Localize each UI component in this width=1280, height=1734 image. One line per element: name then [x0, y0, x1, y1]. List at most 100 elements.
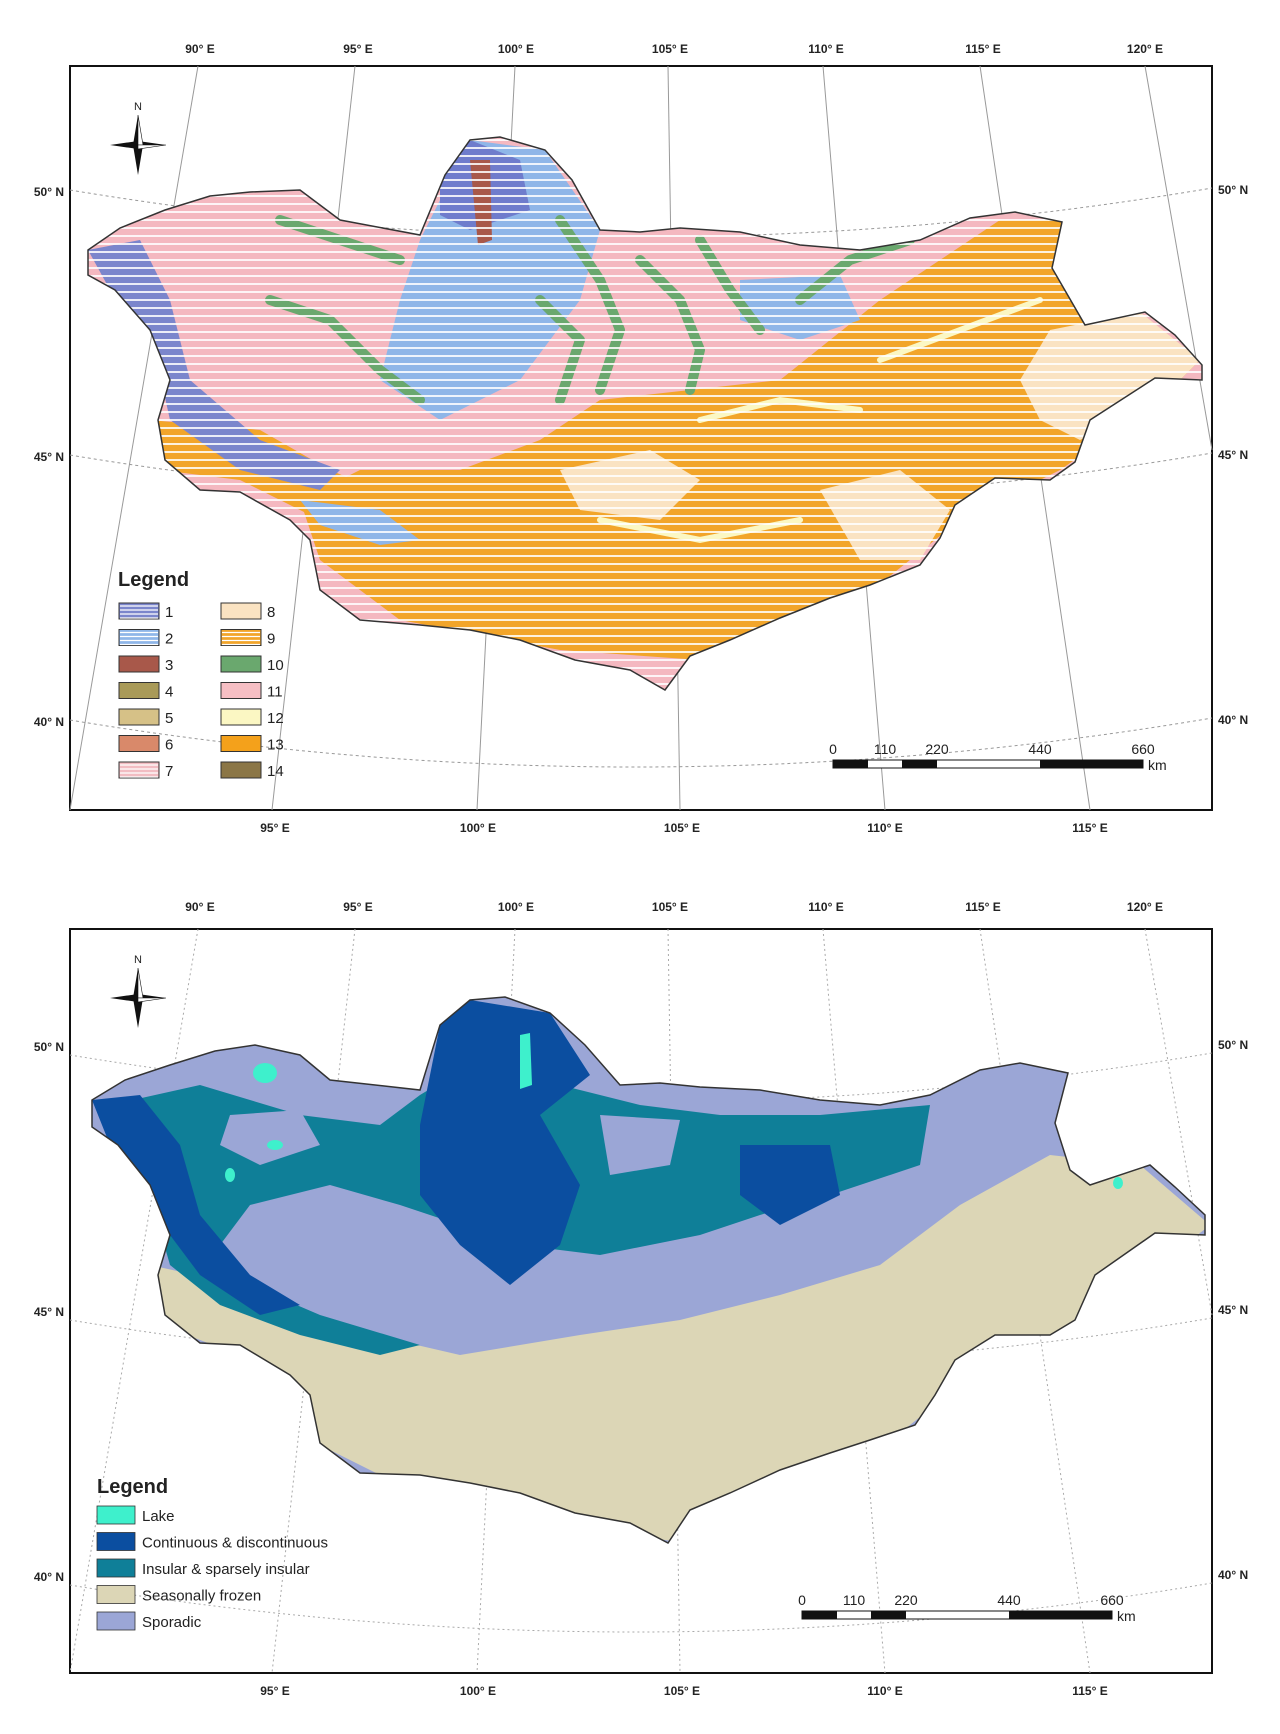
lon-tick: 100° E	[498, 900, 534, 914]
permafrost-legend: Legend Lake Continuous & discontinuous Ins…	[96, 1476, 328, 1631]
lat-tick: 50° N	[1218, 183, 1248, 197]
right-latitude-ticks: 50° N 45° N 40° N	[1218, 183, 1248, 727]
legend-swatch-10	[220, 655, 262, 673]
geology-map-canvas: 90° E 95° E 100° E 105° E 110° E 115° E …	[34, 42, 1248, 835]
legend-label-2: 2	[165, 631, 173, 648]
legend-label-1: 1	[165, 604, 173, 621]
legend-swatch-4	[118, 682, 160, 699]
scale-label: 220	[925, 741, 949, 757]
legend-label-3: 3	[165, 657, 173, 674]
lon-tick: 95° E	[260, 821, 289, 835]
lat-tick: 50° N	[34, 1040, 64, 1054]
lon-tick: 105° E	[664, 1684, 700, 1698]
scale-bar: 0 110 220 440 660 km	[798, 1592, 1136, 1624]
north-arrow-icon: N	[110, 101, 167, 175]
right-latitude-ticks: 50° N 45° N 40° N	[1218, 1038, 1248, 1582]
legend-swatch-continuous-discontinuous	[96, 1532, 136, 1551]
lon-tick: 100° E	[460, 821, 496, 835]
legend-label-13: 13	[267, 737, 284, 754]
legend-label-11: 11	[267, 684, 283, 701]
legend-swatch-5	[118, 708, 160, 726]
scale-label: 0	[798, 1592, 806, 1608]
lon-tick: 95° E	[343, 42, 372, 56]
permafrost-map: 90° E 95° E 100° E 105° E 110° E 115° E …	[0, 865, 1280, 1729]
lon-tick: 120° E	[1127, 900, 1163, 914]
bottom-longitude-ticks: 95° E 100° E 105° E 110° E 115° E	[260, 1684, 1107, 1698]
scale-label: 660	[1100, 1592, 1124, 1608]
legend-title: Legend	[97, 1476, 168, 1498]
lat-tick: 40° N	[1218, 713, 1248, 727]
lon-tick: 105° E	[664, 821, 700, 835]
geology-map: 90° E 95° E 100° E 105° E 110° E 115° E …	[0, 0, 1280, 850]
legend-swatch-insular-sparsely-insular	[96, 1558, 136, 1578]
legend-label: Continuous & discontinuous	[142, 1535, 328, 1552]
scale-label: 110	[843, 1592, 866, 1608]
north-arrow-icon: N	[110, 954, 167, 1028]
lon-tick: 115° E	[965, 42, 1001, 56]
scale-label: 440	[1028, 741, 1052, 757]
legend-swatch-1	[118, 602, 160, 620]
legend-label-5: 5	[165, 710, 173, 727]
lon-tick: 115° E	[965, 900, 1001, 914]
legend-swatch-6	[118, 735, 160, 752]
lon-tick: 100° E	[498, 42, 534, 56]
legend-label-12: 12	[267, 710, 284, 727]
lon-tick: 110° E	[867, 821, 903, 835]
legend-swatch-14	[220, 761, 262, 779]
legend-label-9: 9	[267, 631, 275, 648]
lat-tick: 50° N	[1218, 1038, 1248, 1052]
north-label: N	[134, 954, 142, 966]
lon-tick: 110° E	[867, 1684, 903, 1698]
lon-tick: 110° E	[808, 42, 844, 56]
legend-swatch-2	[118, 629, 160, 646]
permafrost-country-area	[91, 996, 1206, 1544]
lon-tick: 120° E	[1127, 42, 1163, 56]
legend-label: Seasonally frozen	[142, 1588, 261, 1605]
lon-tick: 90° E	[185, 900, 214, 914]
scale-bar: 0 110 220 440 660 km	[829, 741, 1167, 773]
lon-tick: 110° E	[808, 900, 844, 914]
legend-swatch-11	[220, 682, 262, 699]
left-latitude-ticks: 50° N 45° N 40° N	[34, 185, 64, 729]
legend-label-10: 10	[267, 657, 284, 674]
legend-label-8: 8	[267, 604, 275, 621]
legend-swatch-12	[220, 708, 262, 726]
legend-label-4: 4	[165, 684, 173, 701]
scale-label: 0	[829, 741, 837, 757]
lon-tick: 105° E	[652, 900, 688, 914]
lat-tick: 40° N	[34, 1570, 64, 1584]
lon-tick: 90° E	[185, 42, 214, 56]
lat-tick: 45° N	[1218, 448, 1248, 462]
top-longitude-ticks: 90° E 95° E 100° E 105° E 110° E 115° E …	[185, 900, 1163, 914]
lat-tick: 45° N	[34, 1305, 64, 1319]
legend-swatch-lake	[96, 1505, 136, 1525]
legend-title: Legend	[118, 569, 189, 591]
legend-swatch-13	[220, 735, 262, 752]
legend-swatch-9	[220, 629, 262, 646]
left-latitude-ticks: 50° N 45° N 40° N	[34, 1040, 64, 1584]
scale-unit: km	[1117, 1608, 1136, 1624]
lon-tick: 100° E	[460, 1684, 496, 1698]
scale-label: 110	[874, 741, 897, 757]
legend-label-6: 6	[165, 737, 173, 754]
legend-swatch-8	[220, 602, 262, 620]
lon-tick: 105° E	[652, 42, 688, 56]
lon-tick: 115° E	[1072, 1684, 1108, 1698]
scale-label: 220	[894, 1592, 918, 1608]
legend-label: Lake	[142, 1508, 175, 1525]
bottom-longitude-ticks: 95° E 100° E 105° E 110° E 115° E	[260, 821, 1107, 835]
permafrost-map-canvas: 90° E 95° E 100° E 105° E 110° E 115° E …	[34, 900, 1248, 1698]
legend-swatch-7	[118, 761, 160, 779]
legend-label-14: 14	[267, 763, 284, 780]
legend-label: Insular & sparsely insular	[142, 1561, 310, 1578]
legend-label: Sporadic	[142, 1614, 202, 1631]
scale-unit: km	[1148, 757, 1167, 773]
lat-tick: 45° N	[34, 450, 64, 464]
lat-tick: 40° N	[34, 715, 64, 729]
lat-tick: 45° N	[1218, 1303, 1248, 1317]
lat-tick: 40° N	[1218, 1568, 1248, 1582]
lon-tick: 95° E	[343, 900, 372, 914]
legend-swatch-seasonally-frozen	[96, 1585, 136, 1604]
scale-label: 440	[997, 1592, 1021, 1608]
